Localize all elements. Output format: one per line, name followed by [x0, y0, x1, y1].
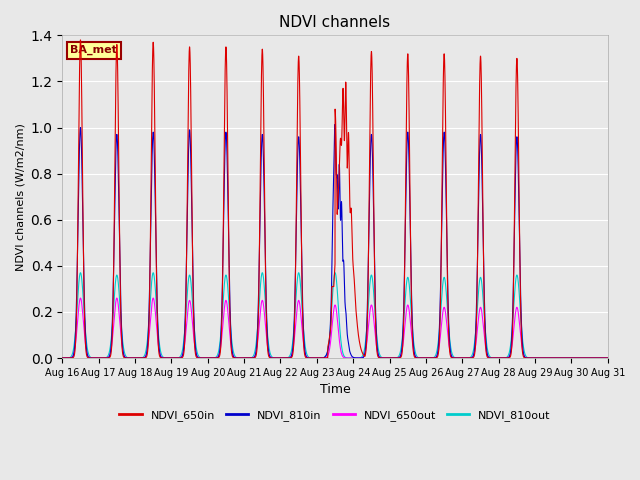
X-axis label: Time: Time: [319, 383, 351, 396]
Title: NDVI channels: NDVI channels: [280, 15, 390, 30]
Y-axis label: NDVI channels (W/m2/nm): NDVI channels (W/m2/nm): [15, 123, 25, 271]
Legend: NDVI_650in, NDVI_810in, NDVI_650out, NDVI_810out: NDVI_650in, NDVI_810in, NDVI_650out, NDV…: [115, 406, 556, 425]
Text: BA_met: BA_met: [70, 45, 117, 55]
